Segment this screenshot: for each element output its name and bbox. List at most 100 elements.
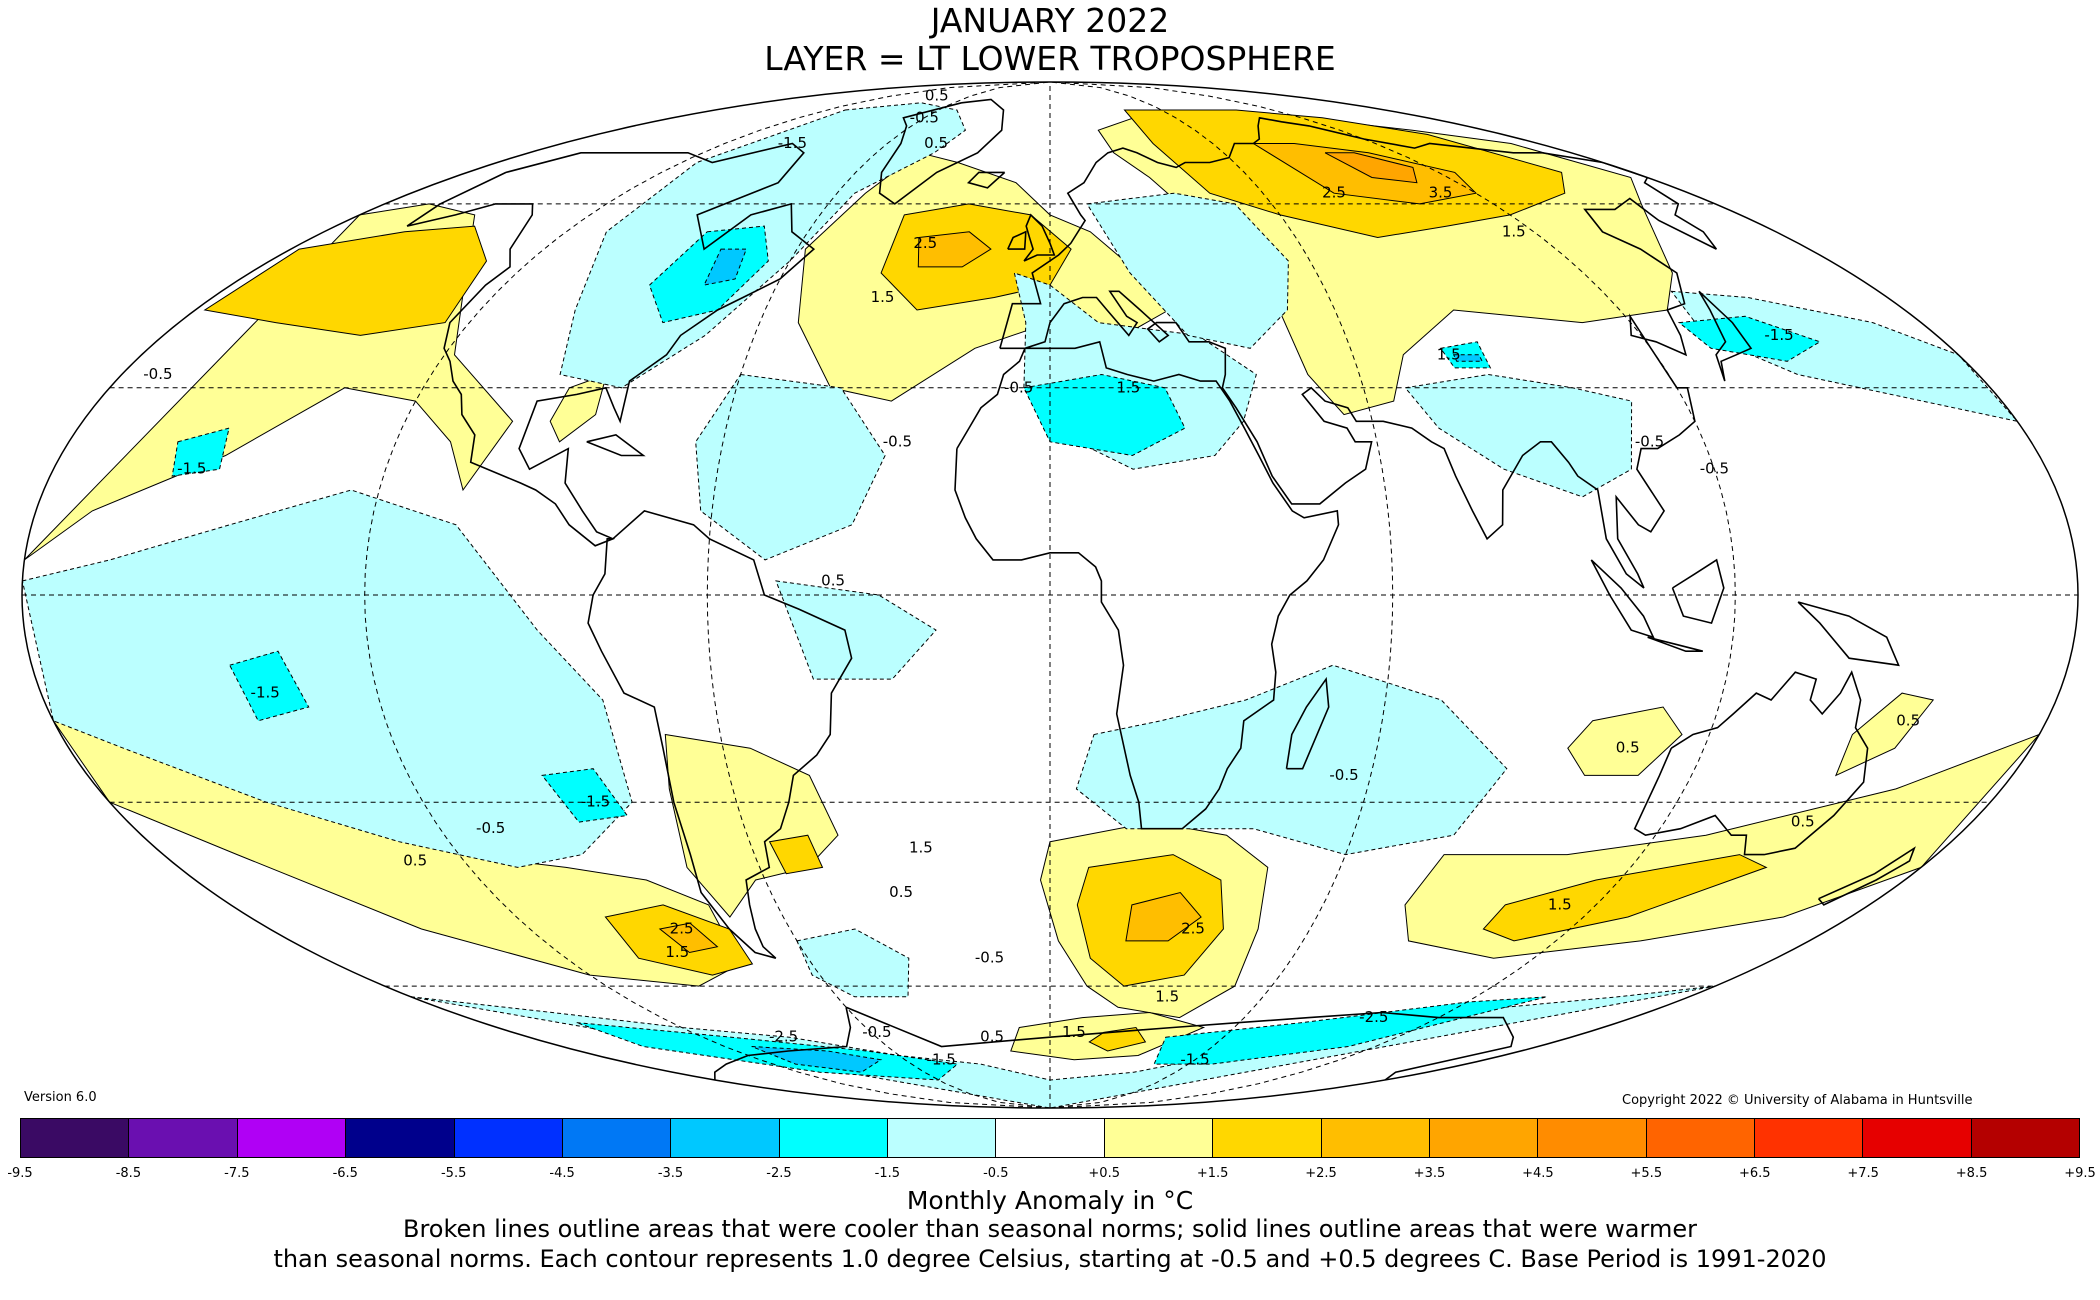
contour-value-label: 0.5 xyxy=(980,1028,1004,1046)
contour-value-label: -1.5 xyxy=(778,134,807,152)
copyright-label: Copyright 2022 © University of Alabama i… xyxy=(1622,1093,1973,1108)
legend-tick-label: +0.5 xyxy=(1088,1166,1120,1181)
legend-tick-label: -8.5 xyxy=(115,1166,142,1181)
contour-value-label: -1.5 xyxy=(581,793,610,811)
contour-value-label: 1.5 xyxy=(1116,378,1140,396)
legend-tick-label: +6.5 xyxy=(1738,1166,1771,1181)
warm-anomaly-region xyxy=(1567,706,1683,776)
world-anomaly-map: 0.5 -0.5 0.5 -1.5 2.5 1.5 -0.5 -0.5 1.5 2.5 3.5 1.5… xyxy=(21,81,2079,1109)
contour-value-label: -1.5 xyxy=(1180,1050,1209,1068)
coastline xyxy=(1817,846,1916,906)
version-label: Version 6.0 xyxy=(24,1090,97,1105)
contour-value-label: -0.5 xyxy=(143,365,172,383)
longitude-gridline xyxy=(364,82,1051,1108)
contour-value-label: -0.5 xyxy=(1635,432,1664,450)
contour-value-label: -0.5 xyxy=(476,819,505,837)
contour-value-label: 0.5 xyxy=(403,852,427,870)
warm-anomaly-region xyxy=(768,834,824,875)
contour-value-label: 2.5 xyxy=(1322,184,1346,202)
warm-anomaly-region xyxy=(917,231,992,268)
legend-swatch xyxy=(1103,1119,1213,1157)
contour-value-label: 0.5 xyxy=(889,883,913,901)
coastline xyxy=(713,1007,852,1081)
legend-tick-label: -5.5 xyxy=(440,1166,467,1181)
contour-value-label: 2.5 xyxy=(913,234,937,252)
legend-tick-label: -4.5 xyxy=(549,1166,575,1181)
cool-anomaly-region xyxy=(703,248,748,286)
warm-anomaly-region xyxy=(658,922,719,954)
contour-value-label: -1.5 xyxy=(177,460,206,478)
contour-value-label: -0.5 xyxy=(883,432,912,450)
contour-value-label: 2.5 xyxy=(1181,920,1205,938)
legend-swatch xyxy=(670,1119,779,1157)
map-title: JANUARY 2022 xyxy=(930,1,1170,40)
warm-anomaly-region xyxy=(1324,152,1418,184)
legend-tick-label: -3.5 xyxy=(657,1166,684,1181)
contour-value-label: -1.5 xyxy=(251,684,280,702)
warm-anomaly-region xyxy=(1125,891,1202,942)
footnote-line-2: than seasonal norms. Each contour repres… xyxy=(273,1245,1827,1273)
contour-value-label: 1.5 xyxy=(871,288,895,306)
contour-value-label: 1.5 xyxy=(909,839,933,857)
legend-swatch xyxy=(778,1119,887,1157)
warm-anomaly-region xyxy=(203,225,488,336)
longitude-gridline xyxy=(1049,82,1394,1108)
legend-swatch xyxy=(21,1119,129,1157)
cool-anomaly-region xyxy=(775,580,937,680)
globe-outline xyxy=(21,81,2079,1109)
contour-value-label: -0.5 xyxy=(1329,766,1358,784)
coastline xyxy=(1285,676,1330,770)
cool-anomaly-region xyxy=(1404,373,1633,498)
legend-swatch xyxy=(1320,1119,1429,1157)
legend-units-label: Monthly Anomaly in °C xyxy=(906,1186,1194,1215)
contour-value-label: 0.5 xyxy=(924,134,948,152)
longitude-gridline xyxy=(1049,82,1736,1108)
coastline xyxy=(406,142,816,547)
coastline xyxy=(1023,213,1056,262)
cool-anomaly-region xyxy=(695,373,886,561)
contour-value-label: 0.5 xyxy=(821,571,845,589)
contour-value-label: 3.5 xyxy=(1429,184,1453,202)
legend-swatch xyxy=(1428,1119,1538,1157)
contour-value-label: 0.5 xyxy=(925,87,949,105)
contour-value-label: -1.5 xyxy=(1764,326,1793,344)
contour-value-label: 1.5 xyxy=(1548,895,1572,913)
legend-swatch xyxy=(1970,1119,2080,1157)
cool-anomaly-region xyxy=(171,427,230,477)
contour-value-label: -1.5 xyxy=(927,1050,956,1068)
map-subtitle: LAYER = LT LOWER TROPOSPHERE xyxy=(764,39,1336,78)
legend-tick-label: +3.5 xyxy=(1413,1166,1446,1181)
coastline xyxy=(1797,601,1900,667)
contour-value-label: -0.5 xyxy=(1700,460,1729,478)
legend-tick-label: -9.5 xyxy=(7,1166,33,1181)
cool-anomaly-region xyxy=(1086,192,1289,349)
legend-tick-label: +4.5 xyxy=(1522,1166,1554,1181)
legend-tick-label: +1.5 xyxy=(1196,1166,1229,1181)
legend-tick-label: +7.5 xyxy=(1847,1166,1879,1181)
cool-anomaly-region xyxy=(796,928,910,998)
legend-swatch xyxy=(887,1119,996,1157)
color-legend-bar xyxy=(20,1118,2080,1158)
cool-anomaly-region xyxy=(1452,354,1484,362)
contour-value-label: 1.5 xyxy=(1437,345,1461,363)
legend-tick-label: -7.5 xyxy=(224,1166,250,1181)
legend-tick-label: +9.5 xyxy=(2064,1166,2096,1181)
contour-value-label: -2.5 xyxy=(1359,1008,1388,1026)
contour-value-label: -0.5 xyxy=(862,1023,891,1041)
legend-tick-label: +5.5 xyxy=(1630,1166,1663,1181)
legend-swatch xyxy=(453,1119,562,1157)
warm-anomaly-region xyxy=(664,733,839,918)
cool-anomaly-region xyxy=(228,650,310,722)
legend-tick-label: -1.5 xyxy=(874,1166,901,1181)
contour-value-label: 2.5 xyxy=(670,920,694,938)
color-legend-ticks: -9.5 -8.5 -7.5 -6.5 -5.5 -4.5 -3.5 -2.5 -1.5 -0.5… xyxy=(7,1166,2095,1184)
coastline xyxy=(1671,558,1725,625)
legend-tick-label: -2.5 xyxy=(766,1166,792,1181)
legend-tick-label: +2.5 xyxy=(1305,1166,1337,1181)
coastline xyxy=(1633,670,1869,856)
contour-value-label: 0.5 xyxy=(1896,711,1920,729)
contour-value-label: 1.5 xyxy=(1062,1023,1086,1041)
contour-value-label: 1.5 xyxy=(1502,222,1526,240)
coastline xyxy=(1647,636,1703,652)
legend-tick-label: -6.5 xyxy=(332,1166,358,1181)
